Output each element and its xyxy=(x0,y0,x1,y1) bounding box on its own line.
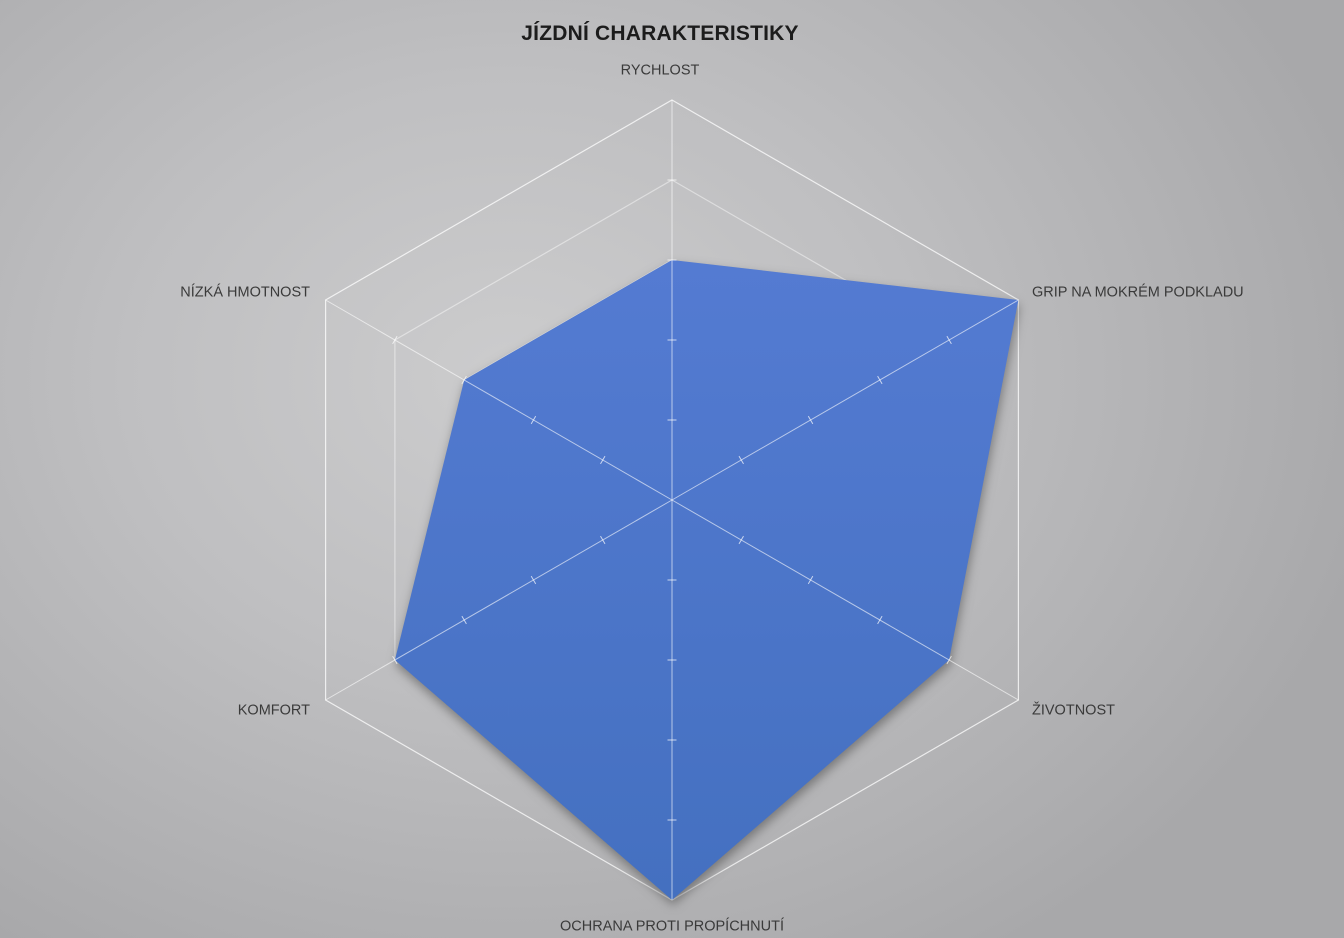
axis-label-grip-na-mokrem-podkladu: GRIP NA MOKRÉM PODKLADU xyxy=(1032,284,1244,301)
radar-tick-axis2-ring1 xyxy=(738,535,744,545)
radar-tick-axis4-ring1 xyxy=(600,535,606,545)
radar-tick-axis4-ring4 xyxy=(392,655,398,665)
radar-tick-axis4-ring2 xyxy=(530,575,537,585)
radar-tick-axis5-ring4 xyxy=(392,335,398,345)
chart-title: JÍZDNÍ CHARAKTERISTIKY xyxy=(521,22,799,45)
radar-tick-axis5-ring1 xyxy=(600,455,606,465)
axis-label-zivotnost: ŽIVOTNOST xyxy=(1032,702,1115,719)
radar-tick-axis2-ring2 xyxy=(807,575,814,585)
radar-series-polygon xyxy=(394,260,1019,900)
radar-tick-axis4-ring3 xyxy=(461,615,467,625)
radar-axis-4 xyxy=(325,499,673,701)
radar-tick-axis5-ring3 xyxy=(461,375,467,385)
axis-label-komfort: KOMFORT xyxy=(237,702,310,719)
radar-tick-axis2-ring4 xyxy=(946,655,952,665)
radar-tick-axis1-ring4 xyxy=(946,335,952,345)
radar-axis-2 xyxy=(671,499,1019,701)
radar-axis-5 xyxy=(325,299,673,501)
radar-axis-1 xyxy=(671,299,1019,501)
axis-label-ochrana-proti-propichnuti: OCHRANA PROTI PROPÍCHNUTÍ xyxy=(560,918,784,935)
radar-tick-axis2-ring3 xyxy=(877,615,883,625)
radar-tick-axis1-ring2 xyxy=(807,415,814,425)
radar-tick-axis5-ring2 xyxy=(530,415,537,425)
axis-label-rychlost: RYCHLOST xyxy=(620,62,700,79)
radar-tick-axis1-ring1 xyxy=(738,455,744,465)
axis-label-nizka-hmotnost: NÍZKÁ HMOTNOST xyxy=(180,284,310,301)
radar-tick-axis1-ring3 xyxy=(877,375,883,385)
